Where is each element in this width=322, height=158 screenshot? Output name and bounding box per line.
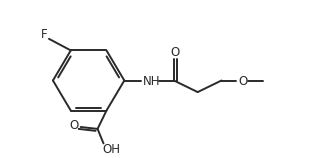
Text: OH: OH <box>102 143 120 156</box>
Text: O: O <box>239 75 248 88</box>
Text: NH: NH <box>143 75 161 88</box>
Text: F: F <box>41 28 47 42</box>
Text: O: O <box>69 118 78 132</box>
Text: O: O <box>170 46 179 59</box>
